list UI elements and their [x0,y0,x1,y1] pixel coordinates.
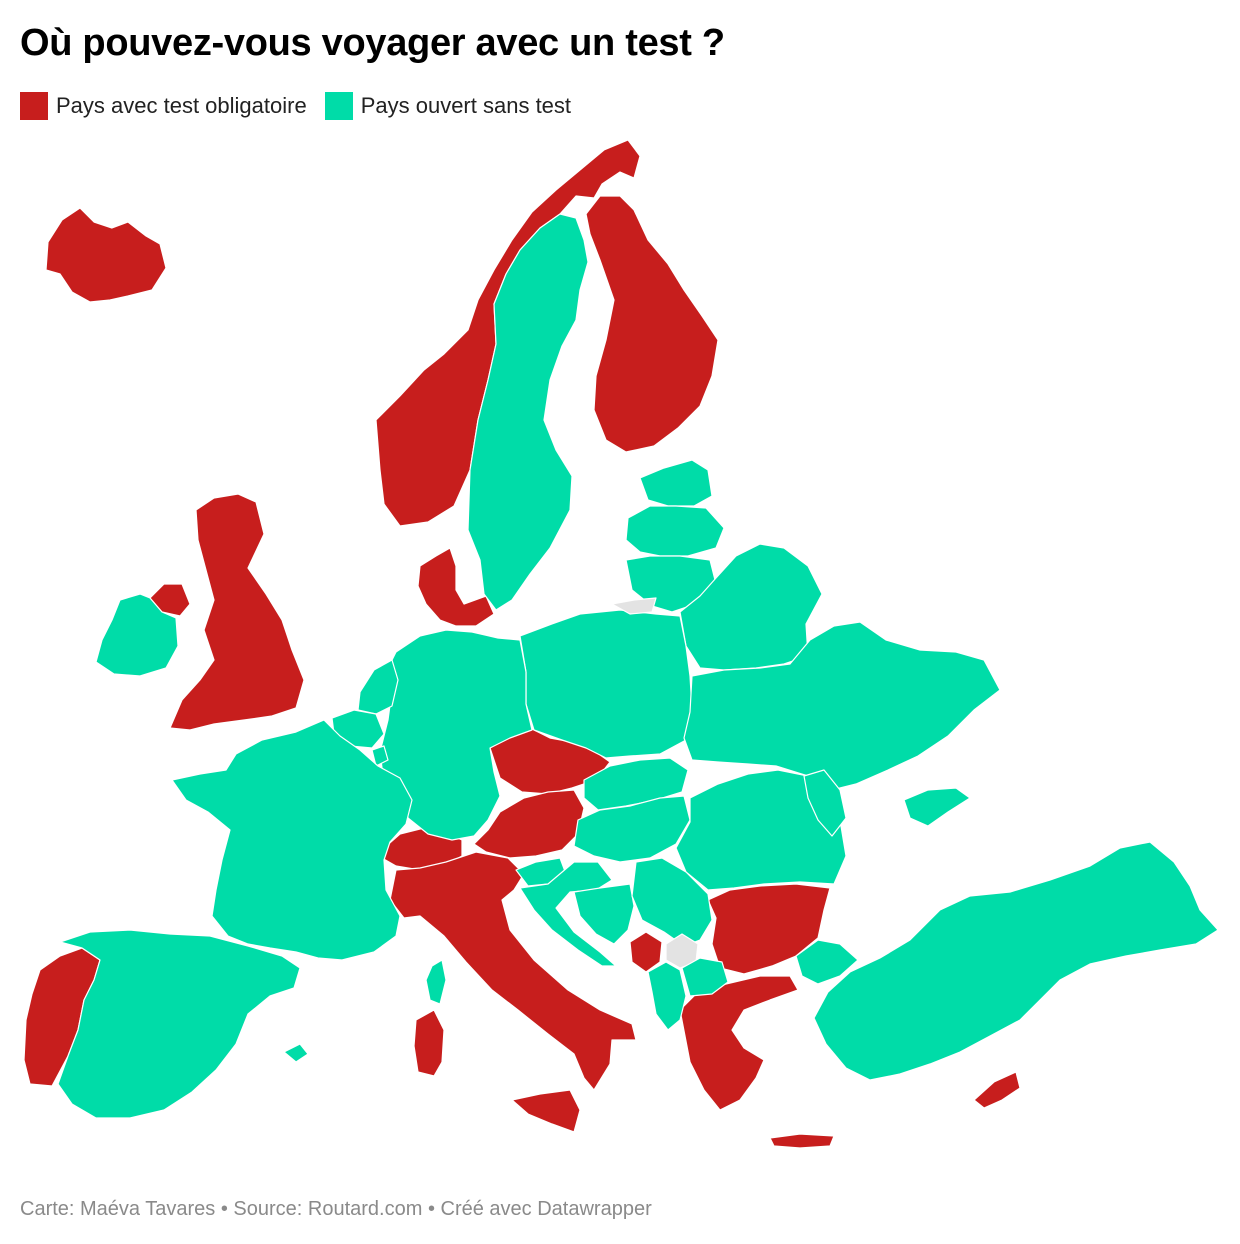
legend-item-test: Pays avec test obligatoire [20,92,307,120]
country-serbia[interactable] [631,857,713,947]
country-luxembourg[interactable] [371,745,389,767]
country-kaliningrad[interactable] [611,597,657,615]
country-corsica[interactable] [425,959,447,1005]
country-slovakia[interactable] [583,757,689,811]
legend-swatch-open [324,92,353,120]
country-croatia[interactable] [519,861,617,967]
country-turkey-europe[interactable] [795,939,859,985]
country-romania[interactable] [675,769,847,891]
map-title: Où pouvez-vous voyager avec un test ? [20,22,725,64]
country-montenegro[interactable] [629,931,663,973]
footer-author: Carte: Maéva Tavares [20,1198,216,1220]
country-albania[interactable] [647,961,687,1031]
country-norway[interactable] [375,139,641,527]
country-ireland[interactable] [95,593,179,677]
country-turkey[interactable] [813,841,1219,1081]
country-uk[interactable] [169,493,305,731]
country-switzerland[interactable] [381,827,463,871]
footer-credit: Créé avec Datawrapper [440,1198,652,1220]
country-bulgaria[interactable] [707,883,831,975]
country-hungary[interactable] [573,795,691,863]
legend-swatch-test [20,92,48,120]
country-greece[interactable] [679,975,799,1111]
country-balearics[interactable] [283,1043,309,1063]
country-belarus[interactable] [679,543,823,671]
country-iceland[interactable] [45,207,167,303]
country-denmark[interactable] [417,547,495,627]
country-spain[interactable] [57,929,301,1119]
legend-item-open: Pays ouvert sans test [324,92,572,120]
country-sicily[interactable] [511,1089,581,1133]
footer: Carte: Maéva Tavares • Source: Routard.c… [20,1198,652,1221]
country-cyprus[interactable] [973,1071,1021,1109]
legend-label-open: Pays ouvert sans test [360,93,572,118]
country-crete[interactable] [769,1133,835,1149]
legend: Pays avec test obligatoire Pays ouvert s… [20,92,571,120]
country-netherlands[interactable] [357,659,399,715]
country-north-macedonia[interactable] [681,957,729,997]
legend-label-test: Pays avec test obligatoire [56,93,307,118]
country-crimea[interactable] [903,787,971,827]
footer-source: Source: Routard.com [233,1198,423,1220]
country-moldova[interactable] [803,769,847,837]
footer-separator-2: • [422,1198,441,1220]
country-sweden[interactable] [467,213,589,611]
country-latvia[interactable] [625,505,725,557]
country-austria[interactable] [473,789,585,859]
country-italy[interactable] [389,851,637,1091]
country-france[interactable] [171,719,413,961]
country-estonia[interactable] [639,459,713,507]
country-ukraine[interactable] [683,621,1001,791]
country-sardinia[interactable] [413,1009,445,1077]
country-bosnia[interactable] [573,883,635,945]
country-finland[interactable] [585,195,719,453]
footer-separator-1: • [215,1198,234,1220]
